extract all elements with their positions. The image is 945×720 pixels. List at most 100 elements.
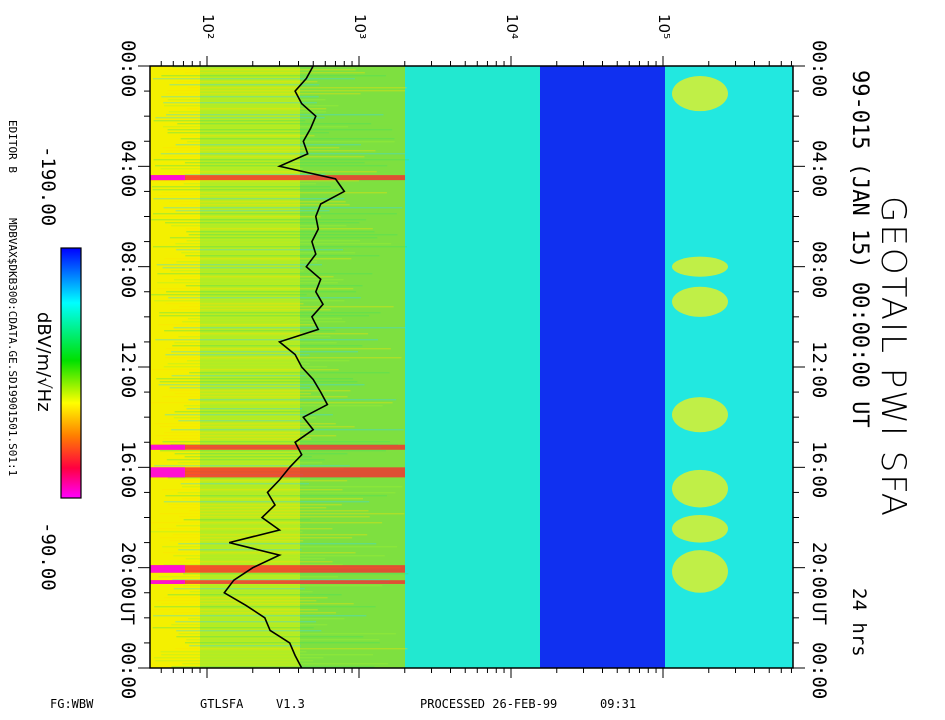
texture-stripe xyxy=(171,351,358,353)
texture-stripe xyxy=(178,516,370,518)
texture-stripe xyxy=(152,627,314,629)
texture-stripe xyxy=(158,324,315,326)
texture-stripe xyxy=(163,501,370,503)
y-tick-label-left: 12:00 xyxy=(117,341,139,399)
texture-stripe xyxy=(167,504,342,506)
texture-stripe xyxy=(167,90,406,92)
texture-stripe xyxy=(170,507,327,509)
texture-stripe xyxy=(178,543,377,545)
texture-stripe xyxy=(164,156,365,158)
texture-stripe xyxy=(167,132,330,134)
texture-stripe xyxy=(182,663,389,665)
texture-stripe xyxy=(156,264,323,266)
footer-program: GTLSFA xyxy=(200,697,244,711)
texture-stripe xyxy=(176,561,333,563)
texture-stripe xyxy=(158,576,338,578)
x-tick-label: 10⁴ xyxy=(503,14,521,40)
event-band xyxy=(150,565,405,573)
texture-stripe xyxy=(178,171,377,173)
texture-stripe xyxy=(179,276,334,278)
texture-stripe xyxy=(170,444,398,446)
editor-label: EDITOR B xyxy=(6,120,19,173)
footer-version: V1.3 xyxy=(276,697,305,711)
texture-stripe xyxy=(165,222,360,224)
texture-stripe xyxy=(162,489,343,491)
texture-stripe xyxy=(167,363,310,365)
texture-stripe xyxy=(162,267,303,269)
high-freq-patch xyxy=(672,550,728,593)
texture-stripe xyxy=(166,291,357,293)
texture-stripe xyxy=(184,174,326,176)
texture-stripe xyxy=(153,78,355,80)
texture-stripe xyxy=(187,108,327,110)
texture-stripe xyxy=(174,411,307,413)
texture-stripe xyxy=(160,450,386,452)
texture-stripe xyxy=(177,123,372,125)
texture-stripe xyxy=(167,477,361,479)
texture-stripe xyxy=(161,75,386,77)
spectrogram-streaks xyxy=(150,66,728,668)
texture-stripe xyxy=(167,129,393,131)
texture-stripe xyxy=(173,612,337,614)
event-band xyxy=(150,467,405,478)
texture-stripe xyxy=(186,408,303,410)
texture-stripe xyxy=(162,147,340,149)
data-path-label: MDBVAX$DKB300:CDATA.GE.SD19901501.S01:1 xyxy=(6,218,19,477)
texture-stripe xyxy=(178,336,331,338)
y-tick-label-left: 00:00 xyxy=(117,642,139,700)
high-freq-patch xyxy=(672,397,728,433)
texture-stripe xyxy=(176,636,364,638)
texture-stripe xyxy=(175,210,330,212)
texture-stripe xyxy=(155,435,337,437)
texture-stripe xyxy=(158,384,365,386)
texture-stripe xyxy=(153,615,367,617)
plasma-frequency-line xyxy=(223,66,346,668)
texture-stripe xyxy=(156,378,354,380)
texture-stripe xyxy=(188,399,397,401)
event-band xyxy=(150,580,405,584)
texture-stripe xyxy=(160,168,303,170)
texture-stripe xyxy=(159,312,381,314)
colorbar-min-label: -190.00 xyxy=(37,146,59,227)
colorbar-max-label: -90.00 xyxy=(37,522,59,591)
texture-stripe xyxy=(153,246,408,248)
texture-stripe xyxy=(184,642,380,644)
texture-stripe xyxy=(181,480,348,482)
x-tick-label: 10³ xyxy=(351,14,369,40)
texture-stripe xyxy=(160,153,406,155)
texture-stripe xyxy=(186,333,369,335)
texture-stripe xyxy=(157,528,333,530)
y-tick-label-right: 16:00 xyxy=(808,441,830,499)
high-freq-patch xyxy=(672,76,728,112)
texture-stripe xyxy=(185,255,380,257)
texture-stripe xyxy=(164,432,309,434)
texture-stripe xyxy=(186,360,350,362)
y-tick-label-right: 00:00 xyxy=(808,40,830,98)
texture-stripe xyxy=(176,261,317,263)
texture-stripe xyxy=(189,510,369,512)
event-band xyxy=(150,175,405,181)
texture-stripe xyxy=(173,588,305,590)
band-3 xyxy=(405,66,540,668)
texture-stripe xyxy=(183,585,383,587)
texture-stripe xyxy=(167,594,342,596)
texture-stripe xyxy=(156,288,354,290)
texture-stripe xyxy=(175,243,392,245)
high-freq-patch xyxy=(672,469,728,508)
texture-stripe xyxy=(184,456,312,458)
y-tick-label-right: 04:00 xyxy=(808,140,830,198)
texture-stripe xyxy=(150,531,303,533)
texture-stripe xyxy=(185,228,373,230)
texture-stripe xyxy=(173,327,407,329)
texture-stripe xyxy=(176,81,318,83)
texture-stripe xyxy=(166,93,361,95)
texture-stripe xyxy=(164,330,336,332)
texture-stripe xyxy=(176,525,301,527)
duration-label: 24 hrs xyxy=(848,588,870,657)
texture-stripe xyxy=(159,381,358,383)
texture-stripe xyxy=(184,162,365,164)
texture-stripe xyxy=(183,183,317,185)
texture-stripe xyxy=(188,618,345,620)
texture-stripe xyxy=(155,117,325,119)
texture-stripe xyxy=(150,402,393,404)
